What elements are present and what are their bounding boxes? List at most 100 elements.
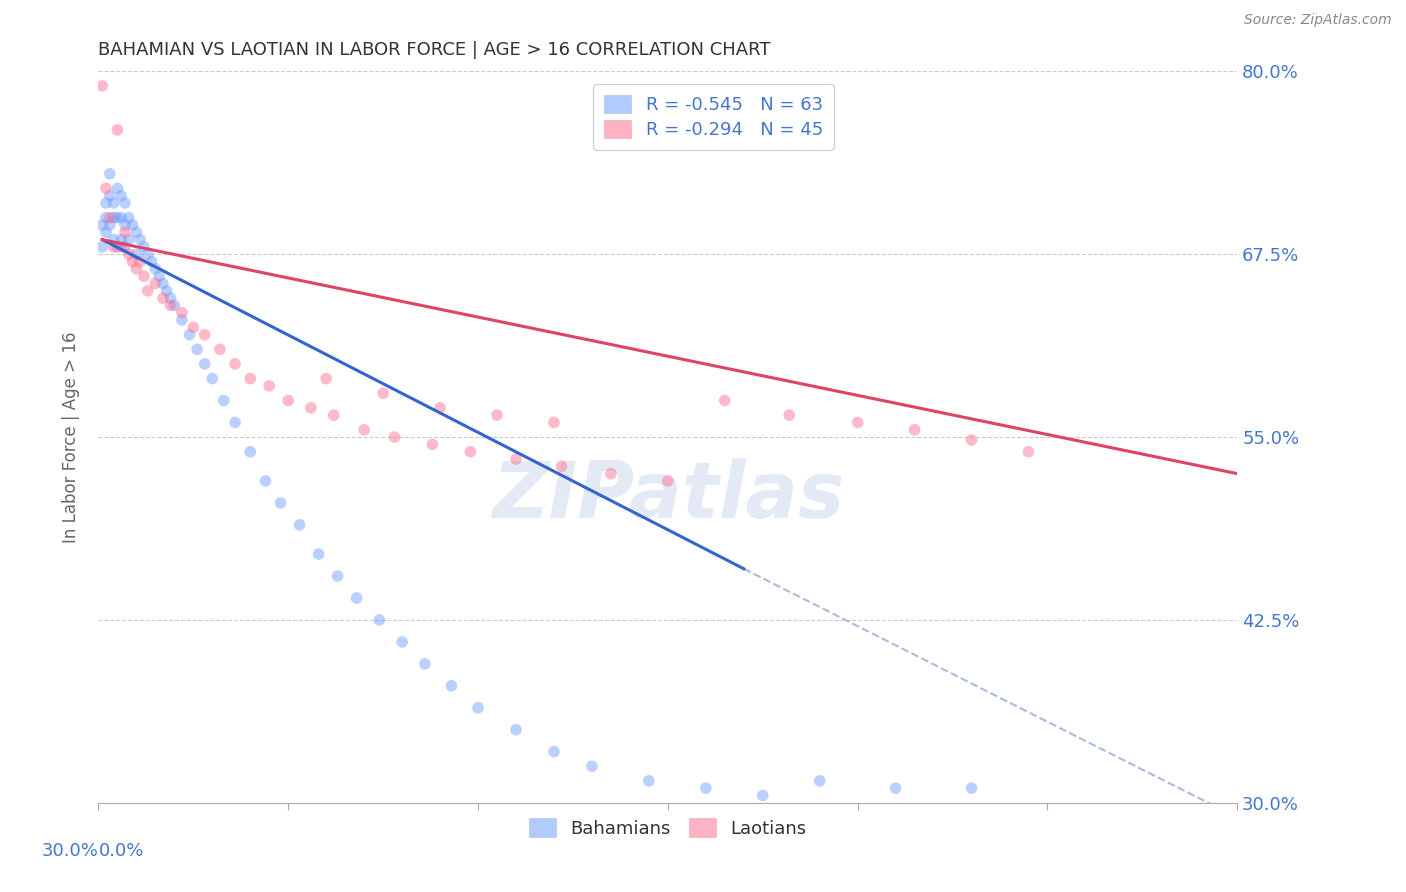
Point <box>368 613 391 627</box>
Point <box>103 240 125 254</box>
Point <box>194 357 217 371</box>
Point <box>581 759 603 773</box>
Point <box>148 269 170 284</box>
Point <box>308 547 330 561</box>
Text: 0.0%: 0.0% <box>98 842 143 860</box>
Point <box>315 371 337 385</box>
Point <box>270 496 292 510</box>
Point <box>118 211 141 225</box>
Point <box>179 327 201 342</box>
Point <box>543 745 565 759</box>
Point <box>239 371 262 385</box>
Point <box>129 233 152 247</box>
Point <box>186 343 208 357</box>
Point <box>695 781 717 796</box>
Point <box>114 196 136 211</box>
Point <box>110 188 132 202</box>
Point <box>299 401 322 415</box>
Point <box>121 254 143 268</box>
Point <box>194 327 217 342</box>
Point <box>322 408 344 422</box>
Point <box>371 386 394 401</box>
Point <box>224 357 246 371</box>
Point <box>960 433 983 447</box>
Point <box>110 240 132 254</box>
Point <box>107 240 129 254</box>
Point <box>103 211 125 225</box>
Point <box>714 393 737 408</box>
Point <box>808 773 831 788</box>
Point <box>163 298 186 312</box>
Point <box>103 196 125 211</box>
Point <box>141 254 163 268</box>
Point <box>94 225 117 239</box>
Point <box>326 569 349 583</box>
Point <box>960 781 983 796</box>
Point <box>110 211 132 225</box>
Point <box>1018 444 1040 458</box>
Text: ZIPatlas: ZIPatlas <box>492 458 844 533</box>
Point <box>201 371 224 385</box>
Point <box>391 635 413 649</box>
Point <box>460 444 482 458</box>
Y-axis label: In Labor Force | Age > 16: In Labor Force | Age > 16 <box>62 331 80 543</box>
Point <box>156 284 179 298</box>
Point <box>212 393 235 408</box>
Point <box>107 181 129 195</box>
Point <box>413 657 436 671</box>
Point <box>884 781 907 796</box>
Point <box>346 591 368 605</box>
Point <box>170 313 193 327</box>
Point <box>778 408 800 422</box>
Point <box>132 240 155 254</box>
Point <box>125 225 148 239</box>
Point <box>121 218 143 232</box>
Point <box>259 379 281 393</box>
Point <box>132 269 155 284</box>
Point <box>98 167 121 181</box>
Point <box>94 196 117 211</box>
Point <box>98 188 121 202</box>
Point <box>638 773 661 788</box>
Point <box>129 254 152 268</box>
Point <box>239 444 262 458</box>
Point <box>91 218 114 232</box>
Point <box>353 423 375 437</box>
Point <box>170 306 193 320</box>
Point <box>114 240 136 254</box>
Point <box>118 233 141 247</box>
Point <box>118 247 141 261</box>
Point <box>159 291 181 305</box>
Text: 30.0%: 30.0% <box>42 842 98 860</box>
Point <box>550 459 572 474</box>
Point <box>125 247 148 261</box>
Point <box>224 416 246 430</box>
Point <box>145 277 167 291</box>
Point <box>600 467 623 481</box>
Text: Source: ZipAtlas.com: Source: ZipAtlas.com <box>1244 13 1392 28</box>
Point <box>136 284 159 298</box>
Point <box>422 437 444 451</box>
Point <box>543 416 565 430</box>
Point <box>429 401 451 415</box>
Point <box>288 517 311 532</box>
Point <box>94 211 117 225</box>
Point <box>152 291 174 305</box>
Point <box>277 393 299 408</box>
Point <box>440 679 463 693</box>
Point <box>505 452 527 467</box>
Point <box>114 225 136 239</box>
Point <box>91 240 114 254</box>
Point <box>159 298 181 312</box>
Point <box>183 320 205 334</box>
Point <box>103 233 125 247</box>
Point <box>107 211 129 225</box>
Point <box>904 423 927 437</box>
Point <box>208 343 231 357</box>
Point <box>125 261 148 276</box>
Point <box>98 211 121 225</box>
Point <box>486 408 509 422</box>
Point <box>505 723 527 737</box>
Point <box>145 261 167 276</box>
Point <box>91 78 114 93</box>
